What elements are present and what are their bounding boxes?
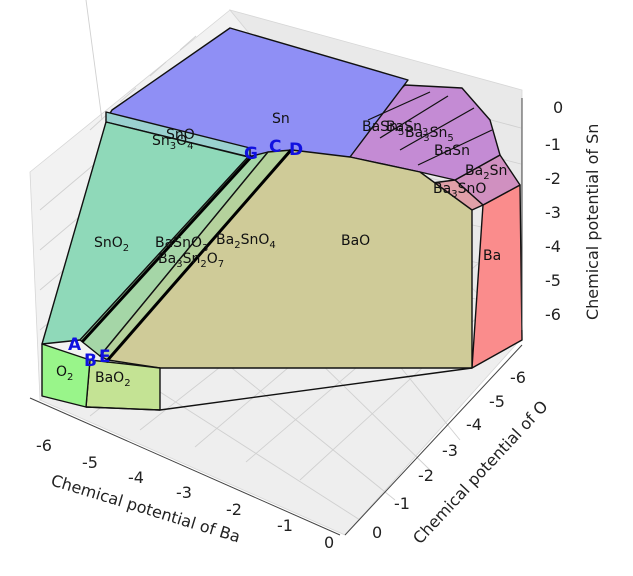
x-tick-label: -6: [36, 436, 52, 455]
point-label-g: G: [244, 144, 258, 164]
x-tick-label: -2: [226, 500, 242, 519]
bottom-edge: [85, 367, 473, 411]
label-ba2sn: Ba2Sn: [465, 163, 507, 182]
z-tick-label: -1: [545, 135, 561, 154]
boundary-line-sno2-basno3: [80, 154, 254, 344]
y-tick-label: -6: [510, 368, 526, 387]
point-label-d: E: [99, 347, 111, 367]
basn-sep-1: [367, 91, 431, 121]
y-tick-label: -4: [466, 415, 482, 434]
x-tick-label: -4: [128, 468, 144, 487]
z-tick-label: -2: [545, 169, 561, 188]
region-face-bao: [107, 149, 473, 369]
y-tick-label: 0: [372, 523, 382, 542]
point-label-c: C: [269, 137, 281, 157]
basn-sep-2: [379, 95, 449, 139]
x-tick-label: -1: [277, 516, 293, 535]
point-label-e: D: [289, 140, 303, 160]
label-sno: SnO: [166, 127, 195, 143]
label-ba2sno4: Ba2SnO4: [216, 232, 276, 251]
z-axis-label: Chemical potential of Sn: [583, 124, 602, 320]
label-basno3: BaSnO3: [155, 235, 208, 254]
y-tick-label: -5: [489, 392, 505, 411]
y-tick-label: -3: [442, 441, 458, 460]
z-tick-label: -5: [545, 271, 561, 290]
x-tick-label: -5: [82, 453, 98, 472]
label-ba: Ba: [483, 248, 501, 264]
x-axis-label: Chemical potential of Ba: [49, 471, 243, 547]
boundary-line-ba2sno4-bao: [104, 149, 293, 363]
basn-sep-3: [399, 107, 475, 151]
y-tick-label: -1: [394, 494, 410, 513]
region-labels: Sn SnO Sn3O4 SnO2 BaSnO3 Ba2SnO4 Ba3Sn2O…: [56, 111, 507, 389]
x-tick-label: 0: [324, 533, 334, 552]
label-basn: BaSn: [434, 143, 470, 159]
z-tick-label: -4: [545, 237, 561, 256]
label-ba3sn5: Ba3Sn5: [405, 125, 454, 144]
label-basn5: BaSn5: [362, 119, 404, 138]
basn-sep-4: [417, 129, 493, 166]
point-labels: A B E G C D: [68, 137, 303, 371]
z-tick-label: -6: [545, 305, 561, 324]
label-ba3sno: Ba3SnO: [433, 181, 486, 200]
z-axis: 0 -1 -2 -3 -4 -5 -6 Chemical potential o…: [521, 98, 602, 330]
label-sno2: SnO2: [94, 235, 129, 254]
region-faces: [41, 27, 523, 411]
x-tick-label: -3: [176, 483, 192, 502]
point-label-b: B: [84, 351, 97, 371]
label-sn3o4: Sn3O4: [152, 133, 194, 152]
label-ba3sn2o7: Ba3Sn2O7: [158, 251, 224, 270]
y-tick-label: -2: [418, 466, 434, 485]
z-tick-label: -3: [545, 203, 561, 222]
label-bao: BaO: [341, 233, 370, 249]
z-tick-label: 0: [553, 98, 563, 117]
point-label-a: A: [68, 335, 82, 355]
label-basn3: BaSn3: [386, 119, 428, 138]
label-sn: Sn: [272, 111, 290, 127]
label-bao2: BaO2: [95, 370, 131, 389]
